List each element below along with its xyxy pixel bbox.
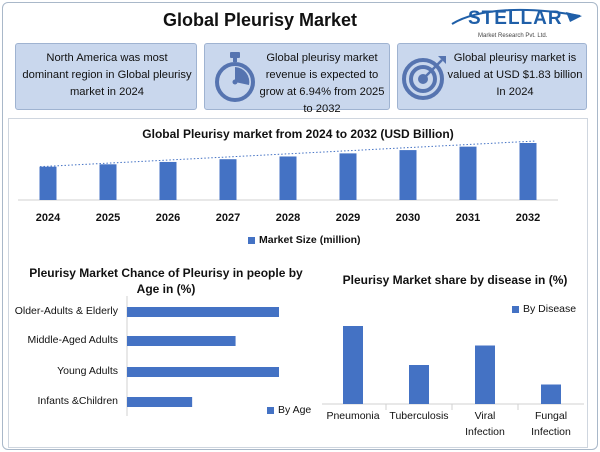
x-tick-label: Pneumonia bbox=[326, 410, 380, 422]
bar-2028 bbox=[279, 156, 297, 200]
legend-label: By Age bbox=[278, 404, 312, 416]
bar-age-2 bbox=[127, 367, 279, 377]
y-tick-label: Older-Adults & Elderly bbox=[14, 305, 118, 317]
charts-panel bbox=[8, 118, 588, 448]
info-card-valuation-text: Global pleurisy market is valued at USD … bbox=[447, 52, 583, 98]
y-tick-label: Young Adults bbox=[57, 365, 118, 377]
y-tick-label: Middle-Aged Adults bbox=[27, 334, 118, 346]
legend-label: By Disease bbox=[523, 303, 577, 315]
y-tick-label: Infants &Children bbox=[37, 395, 118, 407]
x-tick-label: 2030 bbox=[395, 212, 421, 224]
bar-2030 bbox=[399, 150, 417, 200]
stopwatch-icon bbox=[215, 52, 255, 102]
target-icon bbox=[402, 56, 446, 100]
legend-swatch bbox=[267, 406, 274, 414]
legend-swatch bbox=[512, 305, 519, 313]
market-size-chart bbox=[18, 140, 558, 201]
x-tick-label: Viral bbox=[474, 410, 496, 422]
page-title: Global Pleurisy Market bbox=[162, 10, 358, 30]
age-chart-title: Pleurisy Market Chance of Pleurisy in pe… bbox=[29, 266, 303, 296]
bar-2025 bbox=[99, 164, 117, 200]
x-tick-label: 2024 bbox=[35, 212, 61, 224]
info-card-region: North America was most dominant region i… bbox=[15, 43, 197, 110]
disease-chart-title: Pleurisy Market share by disease in (%) bbox=[342, 273, 568, 287]
x-tick-label: 2029 bbox=[335, 212, 361, 224]
info-card-region-text: North America was most dominant region i… bbox=[22, 52, 192, 98]
logo-wordmark: STELLAR bbox=[468, 8, 563, 29]
bar-2026 bbox=[159, 161, 177, 200]
bar-2032 bbox=[519, 143, 537, 200]
x-tick-label: 2028 bbox=[275, 212, 301, 224]
stellar-logo: STELLAR Market Research Pvt. Ltd. bbox=[448, 6, 588, 46]
market-chart-title: Global Pleurisy market from 2024 to 2032… bbox=[142, 127, 454, 141]
logo-swoosh-icon bbox=[451, 8, 582, 25]
x-tick-label: 2025 bbox=[95, 212, 121, 224]
legend-swatch bbox=[248, 236, 255, 244]
bar-2031 bbox=[459, 146, 477, 200]
legend-label: Market Size (million) bbox=[259, 234, 361, 246]
market-chart-legend: Market Size (million) bbox=[248, 234, 361, 246]
trendline bbox=[39, 140, 537, 168]
x-tick-label: Infection bbox=[531, 426, 571, 438]
x-tick-label: 2031 bbox=[455, 212, 481, 224]
info-card-growth-text: Global pleurisy market revenue is expect… bbox=[259, 52, 385, 115]
info-card-valuation: Global pleurisy market is valued at USD … bbox=[397, 43, 587, 110]
x-tick-label: 2032 bbox=[515, 212, 541, 224]
bar-2024 bbox=[39, 166, 57, 200]
bar-age-3 bbox=[127, 397, 193, 407]
x-tick-label: 2027 bbox=[215, 212, 241, 224]
x-tick-label: Tuberculosis bbox=[389, 410, 449, 422]
info-card-growth: Global pleurisy market revenue is expect… bbox=[204, 43, 390, 115]
x-tick-label: Fungal bbox=[534, 410, 568, 422]
bar-age-1 bbox=[127, 336, 236, 346]
bar-disease-2 bbox=[475, 345, 495, 404]
x-tick-label: Infection bbox=[465, 426, 505, 438]
bar-age-0 bbox=[127, 307, 279, 317]
age-chart-legend: By Age bbox=[267, 404, 311, 416]
bar-disease-3 bbox=[541, 384, 561, 404]
disease-chart-legend: By Disease bbox=[512, 303, 576, 315]
logo-tagline: Market Research Pvt. Ltd. bbox=[478, 33, 548, 39]
bar-2029 bbox=[339, 153, 357, 200]
bar-disease-0 bbox=[343, 326, 363, 404]
x-tick-label: 2026 bbox=[155, 212, 181, 224]
bar-disease-1 bbox=[409, 365, 429, 404]
bar-2027 bbox=[219, 159, 237, 200]
